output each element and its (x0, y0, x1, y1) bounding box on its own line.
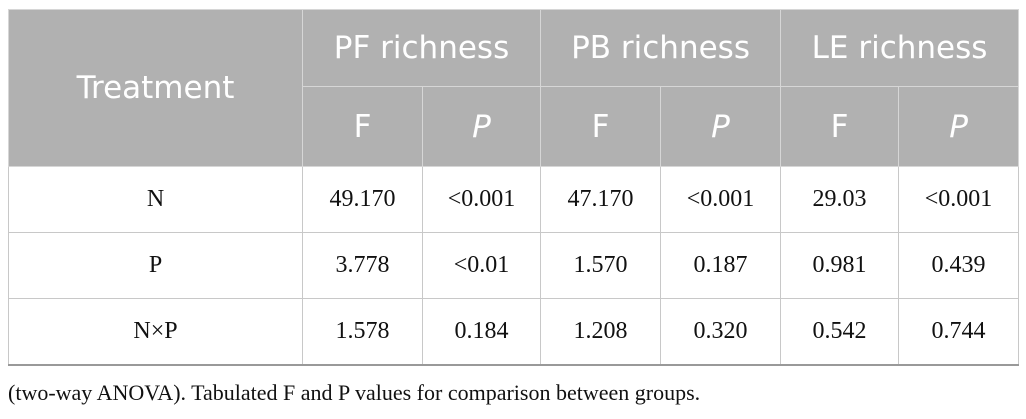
group-header: LE richness (780, 9, 1020, 87)
cell: 49.170 (302, 166, 423, 233)
cell: <0.001 (660, 166, 782, 233)
table-row: N×P 1.578 0.184 1.208 0.320 0.542 0.744 (8, 298, 1020, 366)
cell: 0.542 (780, 298, 900, 366)
cell: 1.578 (302, 298, 423, 366)
sub-header: F (540, 86, 662, 167)
row-label: P (8, 232, 303, 299)
cell: 0.320 (660, 298, 782, 366)
anova-table: Treatment PF richness PB richness LE richne… (8, 9, 1020, 366)
cell: <0.01 (421, 232, 542, 299)
sub-header: F (780, 86, 900, 167)
table-body: N 49.170 <0.001 47.170 <0.001 29.03 <0.001 P 3.7… (8, 166, 1020, 366)
cell: 1.208 (540, 298, 662, 366)
corner-header: Treatment (8, 9, 303, 167)
cell: 0.187 (660, 232, 782, 299)
cell: 0.184 (421, 298, 542, 366)
group-header: PB richness (540, 9, 782, 87)
cell: <0.001 (898, 166, 1020, 233)
table-header: Treatment PF richness PB richness LE richne… (8, 9, 1020, 167)
cell: 3.778 (302, 232, 423, 299)
caption: (two-way ANOVA). Tabulated F and P value… (8, 380, 701, 405)
cell: 0.744 (898, 298, 1020, 366)
sub-header: P (898, 86, 1020, 167)
cell: 0.439 (898, 232, 1020, 299)
cell: 47.170 (540, 166, 662, 233)
cell: 1.570 (540, 232, 662, 299)
row-label: N×P (8, 298, 303, 366)
sub-header: P (660, 86, 782, 167)
sub-header: P (421, 86, 542, 167)
cell: 29.03 (780, 166, 900, 233)
table-row: N 49.170 <0.001 47.170 <0.001 29.03 <0.001 (8, 166, 1020, 233)
cell: 0.981 (780, 232, 900, 299)
cell: <0.001 (421, 166, 542, 233)
group-header: PF richness (301, 9, 542, 87)
table-row: P 3.778 <0.01 1.570 0.187 0.981 0.439 (8, 232, 1020, 299)
row-label: N (8, 166, 303, 233)
sub-header: F (302, 86, 423, 167)
header-row: Treatment PF richness PB richness LE richne… (8, 9, 1020, 167)
